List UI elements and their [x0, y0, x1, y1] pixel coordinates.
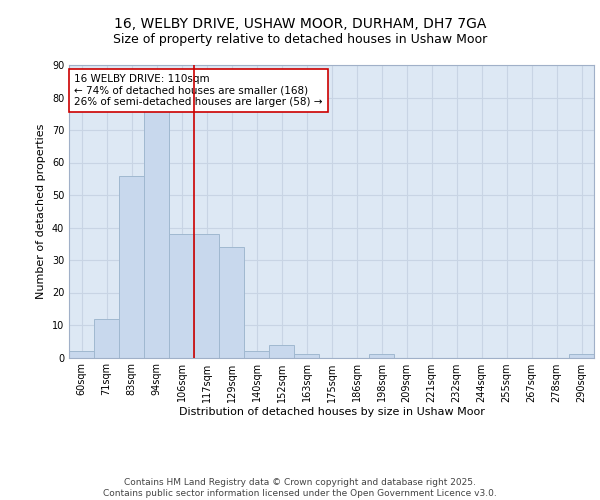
Bar [219, 247, 244, 358]
Text: 16, WELBY DRIVE, USHAW MOOR, DURHAM, DH7 7GA: 16, WELBY DRIVE, USHAW MOOR, DURHAM, DH7… [114, 18, 486, 32]
Bar [169, 234, 194, 358]
Bar [369, 354, 394, 358]
Bar [294, 354, 319, 358]
Text: 16 WELBY DRIVE: 110sqm
← 74% of detached houses are smaller (168)
26% of semi-de: 16 WELBY DRIVE: 110sqm ← 74% of detached… [74, 74, 323, 107]
Text: Size of property relative to detached houses in Ushaw Moor: Size of property relative to detached ho… [113, 32, 487, 46]
Bar [194, 234, 219, 358]
Bar [144, 110, 169, 358]
Bar [269, 344, 294, 358]
Bar [569, 354, 594, 358]
Y-axis label: Number of detached properties: Number of detached properties [36, 124, 46, 299]
Bar [244, 351, 269, 358]
X-axis label: Distribution of detached houses by size in Ushaw Moor: Distribution of detached houses by size … [179, 408, 484, 418]
Bar [94, 318, 119, 358]
Bar [119, 176, 144, 358]
Bar [69, 351, 94, 358]
Text: Contains HM Land Registry data © Crown copyright and database right 2025.
Contai: Contains HM Land Registry data © Crown c… [103, 478, 497, 498]
